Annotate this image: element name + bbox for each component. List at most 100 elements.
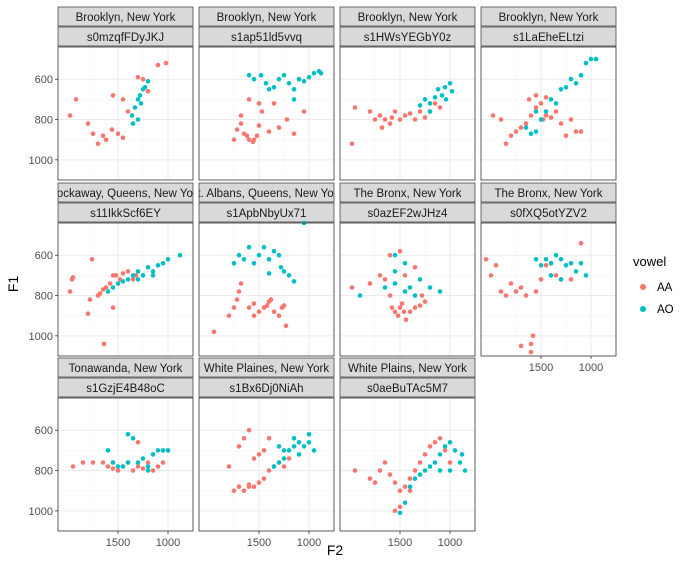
- point-aa: [236, 444, 242, 449]
- legend-key-ao: [640, 306, 646, 312]
- point-ao: [135, 97, 141, 102]
- point-aa: [256, 309, 262, 315]
- point-ao: [130, 273, 136, 278]
- plot-area: [199, 398, 334, 531]
- point-ao: [258, 72, 264, 78]
- point-aa: [568, 277, 574, 282]
- point-ao: [439, 93, 445, 98]
- point-ao: [125, 432, 131, 437]
- point-ao: [155, 448, 161, 453]
- point-aa: [291, 131, 297, 136]
- point-aa: [251, 301, 257, 306]
- point-ao: [251, 76, 257, 82]
- point-ao: [568, 261, 574, 266]
- point-aa: [115, 468, 121, 473]
- facet-strip-location: [339, 6, 476, 27]
- facet-label-speaker: s1LaEheELtzi: [513, 32, 584, 44]
- point-ao: [281, 456, 287, 461]
- point-aa: [301, 109, 307, 114]
- point-ao: [538, 117, 544, 122]
- point-aa: [246, 137, 252, 142]
- point-aa: [518, 343, 524, 349]
- point-aa: [231, 305, 237, 310]
- point-aa: [234, 127, 240, 132]
- point-aa: [238, 281, 244, 286]
- point-ao: [276, 76, 282, 82]
- point-aa: [490, 113, 496, 118]
- point-aa: [493, 263, 499, 268]
- point-aa: [135, 440, 141, 445]
- point-ao: [105, 289, 111, 294]
- y-tick-label: 800: [35, 466, 53, 478]
- point-aa: [352, 105, 358, 110]
- point-ao: [533, 257, 539, 262]
- point-ao: [422, 468, 428, 473]
- point-aa: [251, 456, 257, 461]
- point-ao: [251, 261, 257, 266]
- point-ao: [125, 277, 131, 282]
- point-aa: [211, 329, 217, 335]
- plot-area: [340, 47, 475, 180]
- y-tick-label: 600: [35, 425, 53, 437]
- point-aa: [513, 289, 519, 294]
- plot-area: [199, 223, 334, 356]
- point-aa: [412, 265, 418, 270]
- point-aa: [107, 281, 113, 286]
- point-aa: [377, 468, 383, 473]
- legend-title: vowel: [633, 254, 666, 269]
- point-ao: [155, 263, 161, 268]
- point-ao: [442, 85, 448, 90]
- plot-area: [58, 47, 193, 180]
- panel-border: [198, 46, 335, 181]
- point-aa: [442, 448, 448, 453]
- x-tick-label: 1500: [247, 537, 271, 549]
- x-tick-label: 1500: [388, 537, 412, 549]
- point-aa: [110, 466, 116, 471]
- facet-label-speaker: s1HWsYEGbY0z: [364, 32, 452, 44]
- facet-strip-speaker: [339, 202, 476, 223]
- point-aa: [538, 277, 544, 282]
- point-aa: [543, 95, 549, 100]
- point-aa: [419, 293, 425, 298]
- point-aa: [508, 281, 514, 286]
- point-ao: [573, 81, 579, 86]
- point-aa: [543, 113, 549, 118]
- point-aa: [67, 289, 73, 294]
- point-aa: [120, 97, 126, 102]
- y-axis-title: F1: [5, 276, 21, 293]
- plot-area: [340, 223, 475, 356]
- point-ao: [110, 460, 116, 465]
- point-aa: [246, 484, 252, 490]
- point-aa: [130, 277, 136, 282]
- panel-border: [339, 46, 476, 181]
- point-ao: [558, 277, 564, 282]
- point-aa: [417, 460, 423, 465]
- point-aa: [238, 121, 244, 126]
- point-ao: [427, 109, 433, 114]
- point-aa: [135, 74, 141, 80]
- x-tick-label: 1000: [438, 537, 462, 549]
- point-ao: [291, 436, 297, 441]
- point-ao: [115, 464, 121, 469]
- point-aa: [427, 444, 433, 449]
- point-aa: [397, 305, 403, 310]
- point-aa: [483, 257, 489, 262]
- point-aa: [372, 480, 378, 485]
- facet-strip-location: [339, 357, 476, 378]
- point-ao: [437, 452, 443, 457]
- point-ao: [165, 448, 171, 453]
- point-aa: [523, 121, 529, 126]
- y-tick-label: 800: [35, 291, 53, 303]
- point-ao: [137, 93, 143, 98]
- point-ao: [276, 444, 282, 449]
- point-aa: [231, 137, 237, 142]
- point-aa: [125, 269, 131, 274]
- point-aa: [412, 468, 418, 473]
- point-ao: [130, 436, 136, 441]
- point-ao: [135, 269, 141, 274]
- facet-panel: The Bronx, New York s0fXQ5otYZV2: [480, 182, 617, 357]
- point-aa: [387, 252, 393, 258]
- point-ao: [135, 117, 141, 122]
- facet-label-speaker: s1ap51ld5vvq: [231, 32, 302, 44]
- point-ao: [145, 464, 151, 469]
